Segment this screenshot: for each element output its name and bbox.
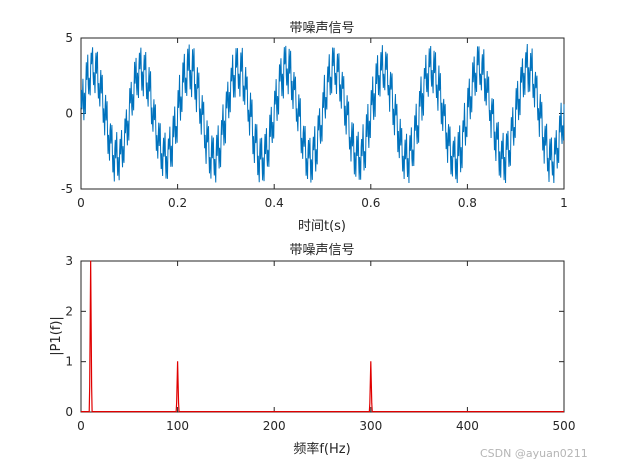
y-tick-label: -5: [61, 182, 73, 196]
y-tick-label: 5: [65, 31, 73, 45]
spectrum-plot-xlabel: 频率f(Hz): [293, 441, 350, 457]
time-plot-xlabel: 时间t(s): [298, 219, 346, 234]
time-plot-ticks: 0 0.2 0.4 0.6 0.8 1 -5 0 5: [61, 31, 568, 210]
y-tick-label: 0: [65, 405, 73, 419]
spectrum-plot-title: 带噪声信号: [289, 243, 354, 258]
spectrum-plot-axes: [80, 260, 565, 413]
y-tick-label: 2: [65, 304, 73, 318]
x-tick-label: 500: [553, 419, 576, 433]
x-tick-label: 0: [77, 419, 85, 433]
time-plot-title: 带噪声信号: [289, 21, 354, 36]
spectrum-plot: 0 100 200 300 400 500 0 1 2 3 带噪声信号 频率f(Hz) |P1(f…: [49, 243, 575, 457]
x-tick-label: 300: [359, 419, 382, 433]
x-tick-label: 200: [263, 419, 286, 433]
spectrum-plot-ticks: 0 100 200 300 400 500 0 1 2 3: [65, 254, 575, 433]
x-tick-label: 100: [166, 419, 189, 433]
spectrum-plot-ylabel: |P1(f)|: [49, 316, 64, 356]
x-tick-label: 0.2: [168, 196, 187, 210]
x-tick-label: 0.6: [361, 196, 380, 210]
time-signal-line: [80, 44, 565, 183]
y-tick-label: 0: [65, 107, 73, 121]
x-tick-label: 0.8: [458, 196, 477, 210]
spectrum-line: [81, 260, 564, 413]
y-tick-label: 1: [65, 355, 73, 369]
watermark: CSDN @ayuan0211: [480, 447, 588, 460]
y-tick-label: 3: [65, 254, 73, 268]
x-tick-label: 0.4: [265, 196, 284, 210]
x-tick-label: 400: [456, 419, 479, 433]
x-tick-label: 0: [77, 196, 85, 210]
time-plot: 0 0.2 0.4 0.6 0.8 1 -5 0 5 带噪声信号 时间t(s): [61, 21, 568, 234]
x-tick-label: 1: [560, 196, 568, 210]
